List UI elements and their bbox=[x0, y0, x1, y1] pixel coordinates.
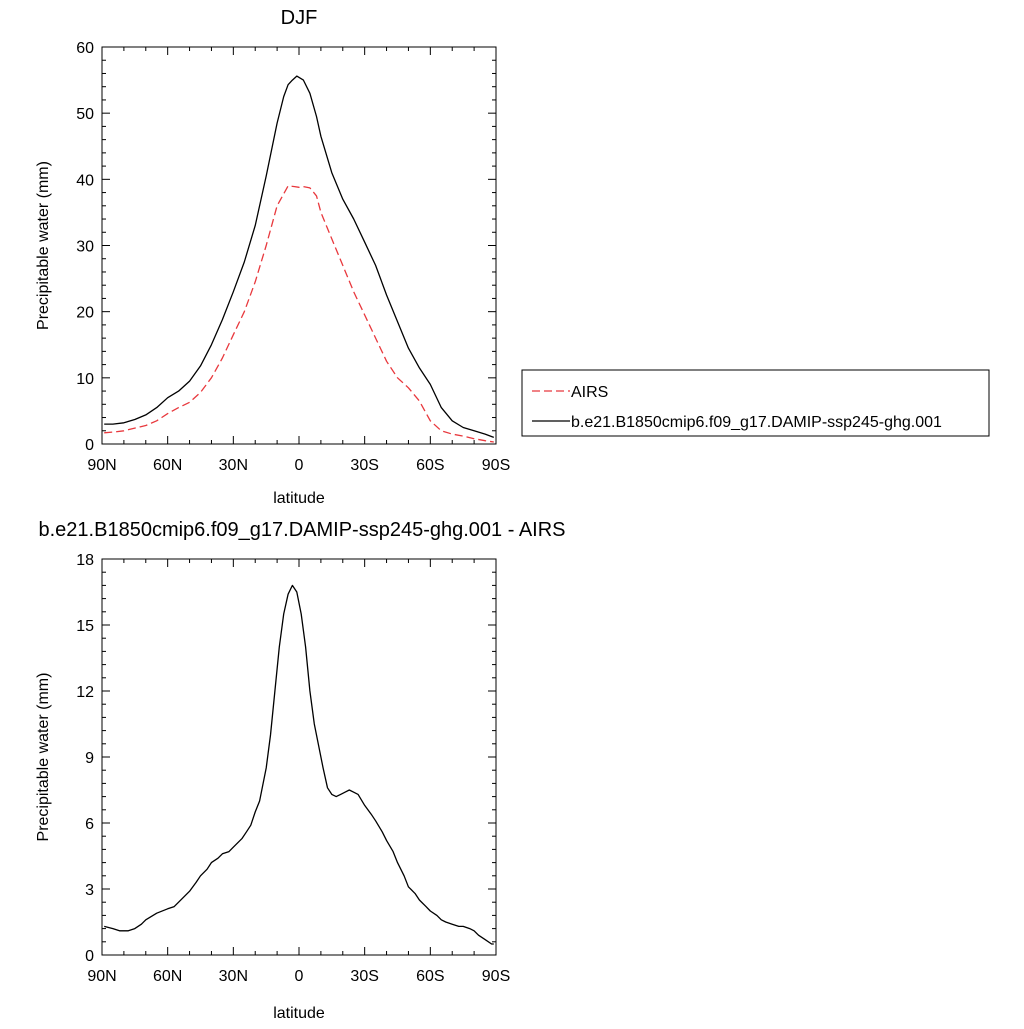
series-line-0 bbox=[104, 584, 494, 945]
chart-title: b.e21.B1850cmip6.f09_g17.DAMIP-ssp245-gh… bbox=[39, 519, 566, 541]
legend-entry-0: AIRS bbox=[571, 384, 608, 401]
x-tick-label: 0 bbox=[295, 457, 304, 474]
x-tick-label: 30S bbox=[350, 968, 378, 985]
x-tick-label: 60S bbox=[416, 457, 444, 474]
chart-panel-top: DJF 90N 60N 30N 0 30S 60S 90S 0 10 20 30 40 50 60 latit… bbox=[35, 7, 990, 507]
x-tick-label: 90S bbox=[482, 457, 510, 474]
x-tick-label: 0 bbox=[295, 968, 304, 985]
y-tick-label: 10 bbox=[76, 371, 94, 388]
y-tick-label: 18 bbox=[76, 552, 94, 569]
y-tick-label: 0 bbox=[85, 437, 94, 454]
y-tick-label: 3 bbox=[85, 882, 94, 899]
legend: AIRS b.e21.B1850cmip6.f09_g17.DAMIP-ssp24… bbox=[521, 369, 990, 437]
y-tick-label: 12 bbox=[76, 684, 94, 701]
x-tick-label: 30N bbox=[219, 968, 248, 985]
x-axis-label: latitude bbox=[273, 490, 325, 507]
y-tick-label: 40 bbox=[76, 172, 94, 189]
y-axis-label: Precipitable water (mm) bbox=[35, 161, 52, 330]
y-tick-label: 20 bbox=[76, 305, 94, 322]
x-tick-label: 30N bbox=[219, 457, 248, 474]
x-tick-label: 90S bbox=[482, 968, 510, 985]
x-tick-label: 60N bbox=[153, 457, 182, 474]
x-tick-label: 90N bbox=[87, 968, 116, 985]
x-axis-label: latitude bbox=[273, 1005, 325, 1022]
y-tick-label: 60 bbox=[76, 40, 94, 57]
plot-frame bbox=[101, 558, 497, 956]
series-line-1 bbox=[104, 75, 495, 439]
y-tick-label: 9 bbox=[85, 750, 94, 767]
plot-frame bbox=[101, 46, 497, 445]
y-tick-label: 6 bbox=[85, 816, 94, 833]
y-tick-label: 30 bbox=[76, 239, 94, 256]
x-tick-label: 30S bbox=[350, 457, 378, 474]
legend-box bbox=[521, 369, 990, 437]
y-tick-label: 15 bbox=[76, 618, 94, 635]
legend-entry-1: b.e21.B1850cmip6.f09_g17.DAMIP-ssp245-gh… bbox=[571, 414, 942, 431]
x-tick-label: 60N bbox=[153, 968, 182, 985]
x-tick-label: 60S bbox=[416, 968, 444, 985]
y-tick-label: 0 bbox=[85, 948, 94, 965]
x-tick-label: 90N bbox=[87, 457, 116, 474]
y-tick-label: 50 bbox=[76, 106, 94, 123]
chart-title: DJF bbox=[281, 7, 318, 29]
chart-panel-bottom: b.e21.B1850cmip6.f09_g17.DAMIP-ssp245-gh… bbox=[35, 519, 566, 1022]
y-axis-label: Precipitable water (mm) bbox=[35, 673, 52, 842]
series-line-0 bbox=[104, 185, 494, 443]
